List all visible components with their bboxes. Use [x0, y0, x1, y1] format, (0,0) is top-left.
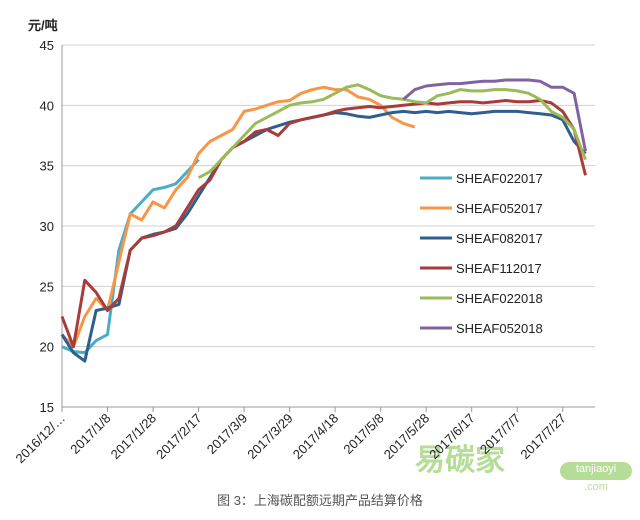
watermark-site: tanjiaoyi: [576, 463, 616, 475]
series-line: [60, 85, 416, 349]
legend-label: SHEAF022018: [456, 291, 543, 306]
series-line: [197, 83, 587, 180]
caption: 图 3：上海碳配额远期产品结算价格: [217, 493, 423, 508]
legend-label: SHEAF022017: [456, 171, 543, 186]
watermark-pill: [560, 462, 632, 480]
watermark-domain: .com: [584, 481, 608, 493]
y-tick-label: 30: [40, 219, 54, 234]
legend-label: SHEAF112017: [456, 261, 542, 276]
y-tick-label: 35: [40, 159, 54, 174]
legend-label: SHEAF082017: [456, 231, 543, 246]
series-line: [402, 78, 587, 152]
y-axis-label: 元/吨: [28, 18, 58, 33]
watermark: 易碳家 tanjiaoyi .com: [415, 444, 632, 493]
y-tick-label: 20: [40, 340, 54, 355]
watermark-brand: 易碳家: [415, 444, 505, 477]
legend-label: SHEAF052017: [456, 201, 543, 216]
legend-label: SHEAF052018: [456, 321, 543, 336]
y-tick-label: 15: [40, 400, 54, 415]
y-tick-label: 40: [40, 98, 54, 113]
series-line: [60, 99, 587, 349]
y-tick-label: 45: [40, 38, 54, 53]
y-tick-label: 25: [40, 279, 54, 294]
